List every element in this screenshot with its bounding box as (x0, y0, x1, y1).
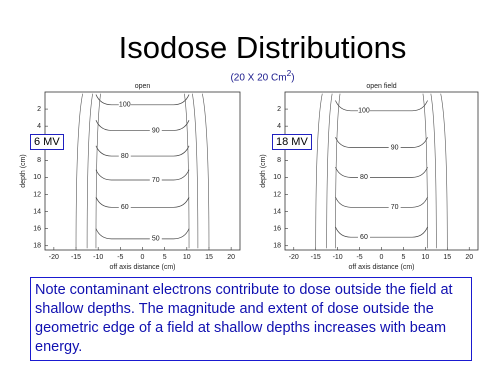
isodose-label: 90 (152, 127, 160, 134)
y-tick-label: 12 (33, 191, 41, 198)
y-tick-label: 2 (37, 106, 41, 113)
penumbra-line (86, 93, 93, 249)
x-tick-label: 20 (227, 254, 235, 261)
isodose-line (335, 226, 428, 238)
beam-label: 18 MV (272, 134, 312, 150)
x-tick-label: 5 (163, 254, 167, 261)
isodose-line (95, 169, 190, 181)
y-axis-label: depth (cm) (260, 154, 267, 187)
isodose-line (335, 100, 428, 112)
isodose-label: 80 (360, 174, 368, 181)
y-tick-label: 10 (273, 174, 281, 181)
isodose-line (335, 137, 428, 148)
isodose-line (95, 145, 190, 157)
isodose-label: 50 (152, 236, 160, 243)
x-tick-label: -15 (71, 254, 81, 261)
plot-title: open (135, 83, 151, 90)
y-tick-label: 14 (273, 208, 281, 215)
x-tick-label: 20 (465, 254, 473, 261)
slide-title: Isodose Distributions (118, 30, 407, 65)
isodose-line (95, 228, 190, 240)
x-tick-label: -20 (49, 254, 59, 261)
plot-frame (284, 91, 479, 251)
plot-frame (44, 91, 241, 251)
label-bg (357, 173, 370, 181)
isodose-label: 90 (391, 144, 399, 151)
isodose-label: 100 (358, 108, 370, 115)
label-bg (357, 107, 370, 115)
penumbra-line (440, 93, 448, 249)
note: Note contaminant electrons contribute to… (30, 277, 472, 361)
penumbra-line (326, 93, 333, 249)
y-tick-label: 14 (33, 208, 41, 215)
isodose-line (95, 94, 190, 106)
isodose-line (95, 196, 190, 208)
y-tick-label: 18 (273, 243, 281, 250)
isodose-line (95, 120, 190, 131)
y-tick-label: 16 (33, 225, 41, 232)
y-tick-label: 4 (37, 123, 41, 130)
label-bg (357, 233, 370, 241)
x-tick-label: 15 (205, 254, 213, 261)
label-bg (118, 101, 131, 109)
x-tick-label: 10 (421, 254, 429, 261)
x-tick-label: 15 (443, 254, 451, 261)
isodose-label: 60 (121, 204, 129, 211)
x-tick-label: 5 (401, 254, 405, 261)
label-bg (388, 144, 401, 152)
x-tick-label: -20 (289, 254, 299, 261)
y-tick-label: 10 (33, 174, 41, 181)
isodose-label: 70 (152, 177, 160, 184)
y-tick-label: 8 (277, 157, 281, 164)
x-axis-label: off axis distance (cm) (348, 264, 414, 271)
penumbra-line (202, 93, 210, 249)
label-bg (149, 235, 162, 243)
isodose-line (335, 196, 428, 208)
y-tick-label: 8 (37, 157, 41, 164)
isodose-label: 70 (391, 204, 399, 211)
label-bg (388, 203, 401, 211)
slide-subtitle: (20 X 20 Cm2) (0, 68, 500, 83)
plot-title: open field (366, 83, 396, 90)
x-tick-label: -5 (356, 254, 362, 261)
x-axis-label: off axis distance (cm) (109, 264, 175, 271)
isodose-label: 100 (119, 102, 131, 109)
isodose-label: 60 (360, 234, 368, 241)
label-bg (118, 152, 131, 160)
subtitle-sup: 2 (286, 68, 292, 78)
x-tick-label: -10 (93, 254, 103, 261)
x-tick-label: -5 (117, 254, 123, 261)
x-tick-label: 0 (380, 254, 384, 261)
penumbra-line (335, 93, 341, 249)
y-tick-label: 2 (277, 106, 281, 113)
y-tick-label: 18 (33, 243, 41, 250)
isodose-label: 80 (121, 153, 129, 160)
y-axis-label: depth (cm) (20, 154, 27, 187)
y-tick-label: 4 (277, 123, 281, 130)
subtitle-text: (20 X 20 Cm (230, 72, 287, 84)
x-tick-label: 10 (183, 254, 191, 261)
subtitle-text: ) (291, 72, 295, 84)
label-bg (149, 176, 162, 184)
penumbra-line (315, 93, 323, 249)
penumbra-line (430, 93, 437, 249)
penumbra-line (192, 93, 199, 249)
penumbra-line (422, 93, 428, 249)
beam-label: 6 MV (30, 134, 64, 150)
x-tick-label: -10 (333, 254, 343, 261)
label-bg (118, 203, 131, 211)
y-tick-label: 16 (273, 225, 281, 232)
x-tick-label: -15 (311, 254, 321, 261)
isodose-line (335, 167, 428, 178)
x-tick-label: 0 (141, 254, 145, 261)
penumbra-line (75, 93, 83, 249)
y-tick-label: 12 (273, 191, 281, 198)
label-bg (149, 126, 162, 134)
